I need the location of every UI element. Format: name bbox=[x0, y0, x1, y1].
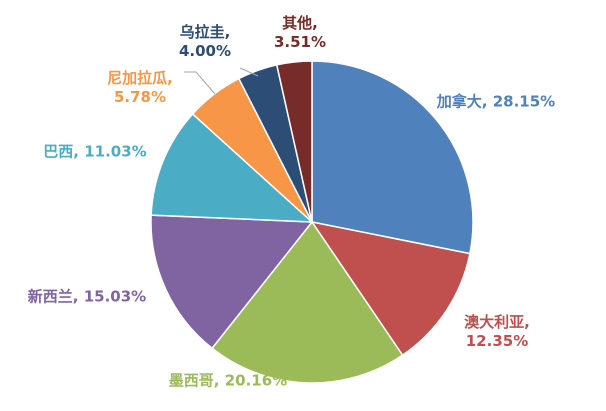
data-label-separator: , bbox=[72, 287, 79, 306]
data-label-separator: , bbox=[312, 14, 318, 32]
data-label-value: 20.16% bbox=[224, 371, 288, 390]
data-label: 乌拉圭, 4.00% bbox=[179, 23, 231, 61]
data-label: 尼加拉瓜, 5.78% bbox=[107, 69, 173, 107]
data-label: 其他, 3.51% bbox=[274, 14, 326, 52]
data-label: 加拿大, 28.15% bbox=[437, 93, 555, 112]
pie-slice bbox=[150, 214, 314, 350]
data-label-category: 其他 bbox=[282, 14, 313, 32]
pie-slice bbox=[310, 220, 471, 357]
data-label-separator: , bbox=[224, 23, 231, 41]
data-label-category: 乌拉圭 bbox=[179, 23, 225, 41]
data-label-separator: , bbox=[481, 92, 488, 111]
data-label: 新西兰, 15.03% bbox=[28, 288, 146, 307]
data-label-category: 巴西 bbox=[43, 142, 74, 161]
pie-slice bbox=[150, 112, 315, 223]
data-label-value: 5.78% bbox=[113, 88, 167, 106]
data-label: 墨西哥, 20.16% bbox=[169, 372, 287, 391]
pie-slice bbox=[211, 220, 404, 384]
data-label-separator: , bbox=[524, 313, 530, 331]
data-label-value: 11.03% bbox=[84, 142, 147, 161]
data-label-category: 墨西哥 bbox=[168, 371, 214, 390]
pie-slice bbox=[311, 60, 474, 255]
data-label-value: 4.00% bbox=[178, 42, 232, 60]
data-label-value: 15.03% bbox=[83, 287, 147, 306]
data-label-value: 12.35% bbox=[465, 332, 529, 350]
pie-slice bbox=[275, 60, 313, 223]
data-label-separator: , bbox=[167, 69, 173, 87]
data-label-separator: , bbox=[213, 371, 220, 390]
data-label-category: 尼加拉瓜 bbox=[107, 69, 168, 87]
data-label-value: 3.51% bbox=[273, 33, 327, 51]
data-label-category: 新西兰 bbox=[27, 287, 73, 306]
leader-line bbox=[239, 67, 259, 77]
leader-line bbox=[184, 71, 216, 95]
data-label: 澳大利亚, 12.35% bbox=[464, 313, 530, 351]
data-label-value: 28.15% bbox=[492, 92, 556, 111]
data-label-separator: , bbox=[73, 142, 79, 161]
data-label-category: 加拿大 bbox=[436, 92, 482, 111]
data-label-category: 澳大利亚 bbox=[464, 313, 525, 331]
data-label: 巴西, 11.03% bbox=[43, 143, 146, 162]
